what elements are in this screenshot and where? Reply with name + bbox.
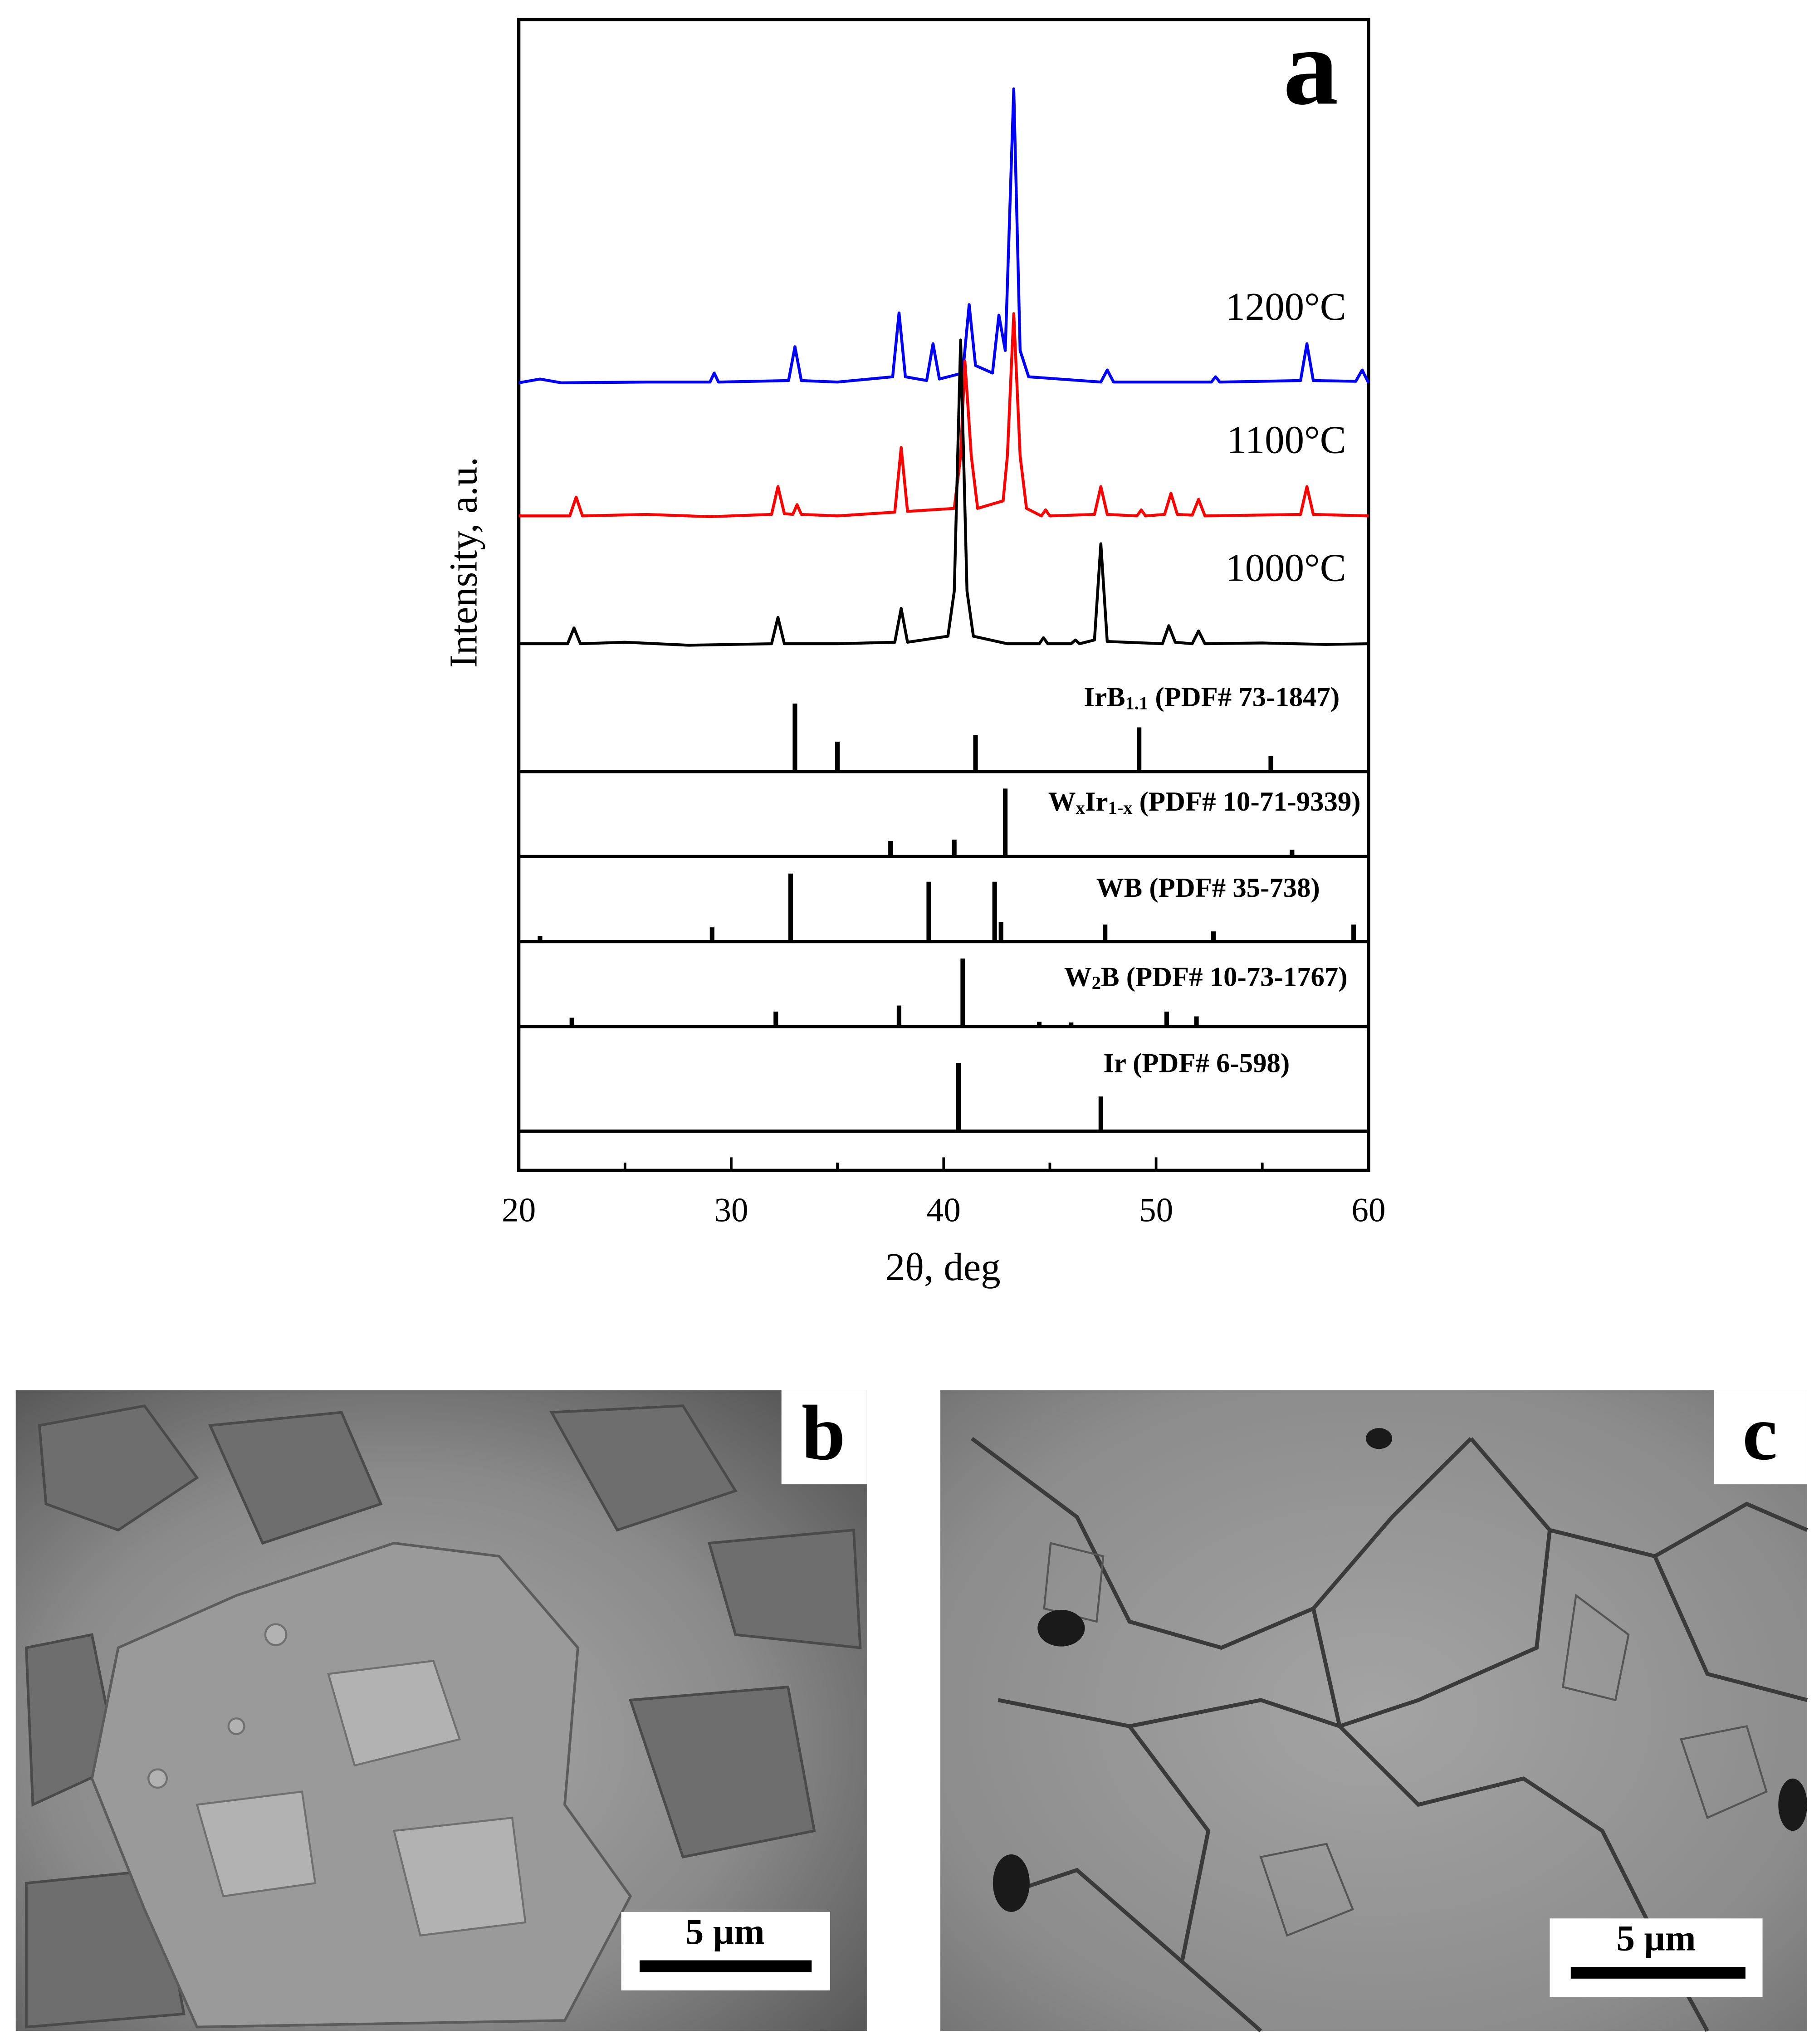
reference-label-part: WB (PDF# 35-738)	[1096, 873, 1320, 903]
xrd-line	[518, 312, 1369, 518]
x-tick-label: 50	[1139, 1192, 1173, 1229]
plot-frame	[517, 18, 1370, 1172]
reference-label-part: IrB	[1084, 682, 1125, 712]
panel-label: b	[802, 1390, 846, 1477]
reference-label-part: W	[1064, 962, 1092, 992]
reference-label-part: B (PDF# 10-73-1767)	[1101, 962, 1348, 992]
reference-label: WB (PDF# 35-738)	[1096, 873, 1320, 903]
series-label: 1000°C	[1225, 546, 1346, 590]
reference-label-part: W	[1048, 787, 1076, 817]
series-label: 1200°C	[1225, 285, 1346, 328]
panel-label: c	[1742, 1390, 1777, 1477]
x-tick-label: 30	[714, 1192, 748, 1229]
xrd-line	[518, 87, 1370, 385]
scale-bar-label: 5 µm	[1616, 1918, 1696, 1959]
reference-label: W2B (PDF# 10-73-1767)	[1064, 962, 1348, 993]
reference-label-part: (PDF# 73-1847)	[1148, 682, 1340, 712]
x-tick-label: 60	[1351, 1192, 1385, 1229]
series-label: 1100°C	[1227, 418, 1346, 462]
panel-label: a	[1283, 6, 1339, 127]
reference-label-part: Ir	[1085, 787, 1108, 817]
reference-label-part: (PDF# 10-71-9339)	[1132, 787, 1360, 817]
y-axis-label: Intensity, a.u.	[441, 457, 485, 668]
scale-bar-label: 5 µm	[685, 1912, 765, 1952]
scale-bar	[640, 1960, 812, 1972]
reference-label: IrB1.1 (PDF# 73-1847)	[1084, 682, 1340, 713]
x-axis-label: 2θ, deg	[885, 1245, 1001, 1289]
reference-label: WxIr1-x (PDF# 10-71-9339)	[1048, 787, 1361, 818]
sem-image-b: b 5 µm	[15, 1390, 867, 2031]
scale-bar	[1570, 1966, 1746, 1979]
reference-label: Ir (PDF# 6-598)	[1103, 1048, 1290, 1079]
x-tick-label: 20	[502, 1192, 536, 1229]
reference-label-part: Ir (PDF# 6-598)	[1103, 1048, 1290, 1079]
reference-label-part: 1-x	[1108, 797, 1132, 818]
reference-label-part: 2	[1092, 973, 1101, 993]
x-tick-label: 40	[927, 1192, 961, 1229]
xrd-line	[518, 338, 1369, 647]
sem-image-c: c 5 µm	[940, 1390, 1808, 2033]
reference-label-part: x	[1076, 797, 1085, 818]
chart: 20 30 40 50 60 1200°C 1100°C 1000°C IrB1.1 (PDF#…	[502, 87, 1386, 1229]
reference-label-part: 1.1	[1125, 693, 1149, 713]
